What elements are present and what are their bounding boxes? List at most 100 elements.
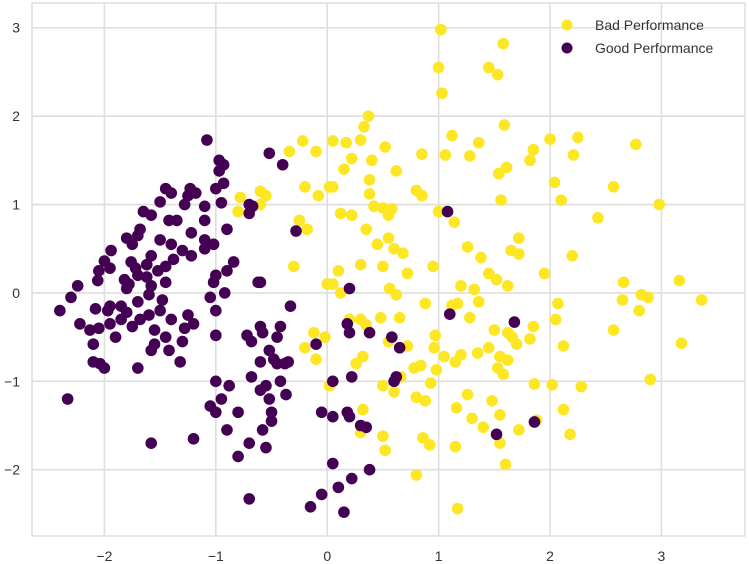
series-good-performance [54, 134, 541, 518]
bad-performance-point [360, 223, 373, 236]
good-performance-point [215, 393, 228, 405]
good-performance-point [388, 375, 400, 388]
good-performance-point [210, 304, 222, 317]
good-performance-point [167, 253, 180, 266]
good-performance-point [187, 432, 200, 445]
bad-performance-point [472, 136, 485, 149]
bad-performance-point [345, 209, 358, 221]
good-performance-point [54, 304, 66, 317]
bad-performance-point [492, 167, 505, 180]
bad-performance-point [449, 356, 462, 368]
good-performance-point [360, 421, 373, 434]
bad-performance-point [388, 386, 400, 398]
good-performance-point [120, 232, 133, 244]
good-performance-point [132, 229, 144, 242]
good-performance-point [363, 463, 376, 476]
good-performance-point [443, 308, 456, 320]
good-performance-point [304, 501, 317, 513]
bad-performance-point [616, 294, 629, 306]
bad-performance-point [461, 241, 474, 253]
good-performance-point [363, 326, 376, 339]
y-tick-label: 2 [12, 108, 20, 124]
good-performance-point [171, 214, 183, 227]
y-tick-label: −2 [4, 462, 20, 478]
bad-performance-point [464, 150, 476, 162]
bad-performance-point [513, 232, 525, 244]
good-performance-point [154, 234, 166, 246]
bad-performance-point [464, 311, 476, 324]
bad-performance-point [592, 211, 604, 224]
good-performance-point [198, 214, 211, 227]
bad-performance-point [491, 68, 504, 81]
good-performance-point [207, 238, 220, 251]
bad-performance-point [379, 444, 391, 457]
bad-performance-point [552, 297, 564, 310]
good-performance-point [145, 344, 158, 357]
bad-performance-point [436, 87, 448, 99]
good-performance-point [148, 324, 161, 336]
bad-performance-point [321, 278, 334, 290]
bad-performance-point [350, 357, 362, 370]
bad-performance-point [549, 313, 562, 326]
bad-performance-point [428, 341, 440, 354]
bad-performance-point [377, 379, 389, 392]
bad-performance-point [607, 181, 620, 193]
good-performance-point [263, 344, 276, 357]
bad-performance-point [544, 133, 556, 145]
bad-performance-point [326, 135, 339, 147]
good-performance-point [232, 406, 244, 419]
bad-performance-point [312, 189, 325, 202]
legend: Bad Performance Good Performance [561, 17, 713, 56]
bad-performance-point [410, 469, 423, 481]
bad-performance-point [500, 161, 513, 174]
good-performance-point [126, 320, 139, 333]
y-tick-label: 3 [12, 20, 20, 36]
good-performance-point [140, 258, 153, 271]
legend-label-bad: Bad Performance [595, 17, 704, 33]
bad-performance-point [390, 165, 403, 177]
bad-performance-point [482, 61, 495, 74]
good-performance-point [441, 205, 454, 218]
good-performance-point [178, 198, 191, 211]
bad-performance-point [362, 110, 375, 122]
bad-performance-point [308, 326, 320, 339]
good-performance-point [326, 410, 339, 423]
bad-performance-point [234, 191, 247, 204]
bad-performance-point [439, 149, 452, 161]
good-performance-point [182, 309, 194, 321]
good-performance-point [326, 457, 339, 470]
bad-performance-point [334, 287, 347, 299]
bad-performance-point [501, 354, 514, 366]
bad-performance-point [449, 440, 462, 453]
bad-performance-point [371, 238, 384, 251]
bad-performance-point [477, 421, 489, 434]
good-performance-point [343, 282, 356, 295]
good-performance-point [93, 322, 105, 335]
bad-performance-point [365, 154, 378, 167]
bad-performance-point [448, 216, 461, 229]
bad-performance-point [260, 189, 272, 202]
good-performance-point [254, 356, 267, 368]
x-tick-label: −1 [208, 548, 224, 564]
bad-performance-point [393, 311, 406, 324]
bad-performance-point [630, 138, 642, 151]
x-tick-label: 2 [546, 548, 554, 564]
bad-performance-point [472, 295, 485, 308]
good-performance-point [154, 304, 166, 317]
bad-performance-point [416, 148, 428, 160]
good-performance-point [65, 291, 77, 304]
good-performance-point [241, 329, 253, 342]
good-performance-point [345, 472, 358, 485]
good-performance-point [91, 274, 104, 287]
bad-performance-point [501, 280, 514, 292]
good-performance-point [263, 393, 276, 405]
bad-performance-point [567, 149, 580, 161]
bad-performance-point [363, 188, 376, 200]
x-tick-label: −2 [96, 548, 112, 564]
good-performance-point [332, 481, 345, 494]
good-performance-point [315, 488, 328, 501]
good-performance-point [145, 437, 158, 449]
bad-performance-point [527, 143, 540, 156]
good-performance-point [98, 362, 111, 374]
